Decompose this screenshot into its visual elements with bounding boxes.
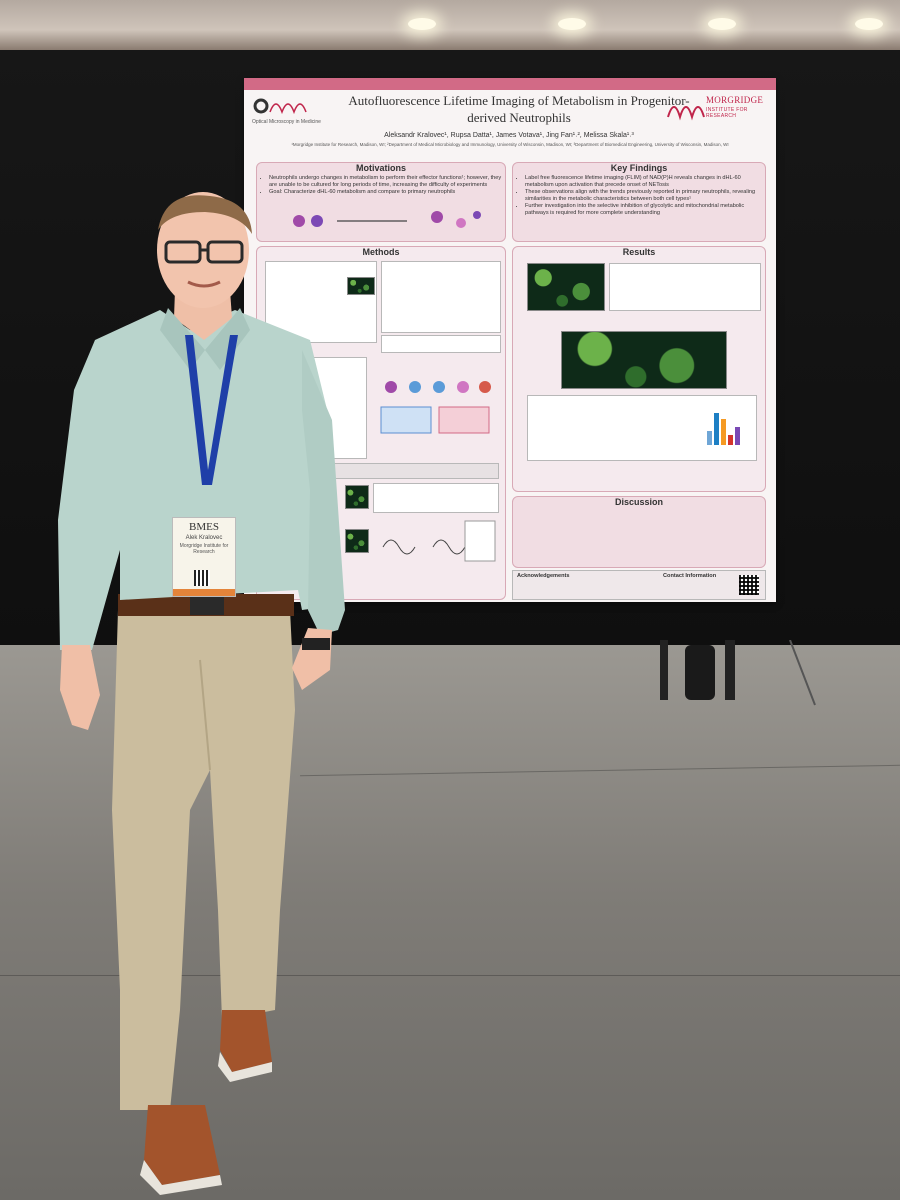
ceiling-light	[408, 18, 436, 30]
methods-decay-plot	[373, 483, 499, 513]
name-badge: BMES Alek Kralovec Morgridge Institute f…	[172, 517, 236, 597]
methods-heading: Methods	[362, 247, 400, 257]
key-findings-panel: Key Findings Label free fluorescence lif…	[512, 162, 766, 242]
poster-affiliations: ¹Morgridge Institute for Research, Madis…	[291, 142, 729, 147]
key-findings-heading: Key Findings	[610, 163, 668, 173]
glasses	[164, 240, 202, 264]
methods-cell-culture-diagram	[380, 381, 491, 434]
wristwatch	[302, 638, 330, 650]
key-finding-bullet: These observations align with the trends…	[525, 189, 765, 203]
right-shoe	[220, 1010, 272, 1072]
research-poster: Optical Microscopy in Medicine Autofluor…	[244, 78, 776, 602]
right-hand	[292, 628, 332, 690]
discussion-heading: Discussion	[614, 497, 663, 507]
acknowledgements-heading: Acknowledgements	[517, 573, 570, 579]
blue-lanyard	[185, 335, 238, 485]
motivations-bullet: Goal: Characterize dHL-60 metabolism and…	[269, 189, 505, 196]
badge-name: Alek Kralovec	[185, 535, 223, 541]
badge-qr-code	[194, 570, 210, 586]
khaki-pants	[112, 610, 295, 1110]
badge-stripe	[173, 589, 235, 596]
short-hair	[158, 195, 252, 234]
belt-buckle	[190, 595, 224, 615]
badge-org: BMES	[189, 521, 219, 533]
ceiling	[0, 0, 900, 50]
methods-inhibitors-table	[381, 335, 501, 353]
methods-activators-table	[381, 261, 501, 333]
results-figure1-images	[527, 263, 605, 311]
results-panel: Results	[512, 246, 766, 492]
motivations-panel: Motivations Neutrophils undergo changes …	[256, 162, 506, 242]
poster-qr-code	[739, 575, 759, 595]
ceiling-light	[708, 18, 736, 30]
left-shoe	[144, 1105, 220, 1185]
key-finding-bullet: Label free fluorescence lifetime imaging…	[525, 175, 765, 189]
floor-joint	[0, 975, 900, 976]
poster-title: Autofluorescence Lifetime Imaging of Met…	[348, 93, 690, 125]
acknowledgements-box: Acknowledgements Contact Information	[512, 570, 766, 600]
morgridge-logo	[667, 106, 705, 121]
methods-monitor-image	[347, 277, 375, 295]
methods-flim-image	[345, 529, 369, 553]
presenter-person	[58, 192, 345, 1195]
results-netosis-bar-chart	[707, 413, 740, 445]
results-heading: Results	[622, 247, 656, 257]
motivations-diagram	[293, 211, 481, 228]
results-figure1-plots	[609, 263, 761, 311]
key-finding-bullet: Further investigation into the selective…	[525, 203, 765, 217]
methods-workflow-box	[265, 261, 377, 343]
motivations-heading: Motivations	[355, 163, 406, 173]
results-figure2-image-grid	[561, 331, 727, 389]
poster-authors: Aleksandr Kralovec¹, Rupsa Datta¹, James…	[384, 132, 634, 139]
optical-microscopy-logo	[253, 98, 307, 115]
discussion-panel: Discussion	[512, 496, 766, 568]
poster-top-bar	[244, 78, 776, 90]
left-logo-text: Optical Microscopy in Medicine	[252, 119, 321, 125]
motivations-bullet: Neutrophils undergo changes in metabolis…	[269, 175, 505, 189]
poster-stand-base	[660, 640, 816, 706]
light-green-shirt	[58, 310, 340, 650]
methods-flim-image	[345, 485, 369, 509]
contact-heading: Contact Information	[663, 573, 717, 579]
left-hand	[60, 645, 100, 730]
ceiling-light	[855, 18, 883, 30]
ceiling-light	[558, 18, 586, 30]
right-logo-name: MORGRIDGE	[706, 95, 764, 105]
badge-affiliation: Morgridge Institute for Research	[179, 543, 229, 555]
right-logo-subtitle: INSTITUTE FOR RESEARCH	[706, 107, 748, 119]
methods-nadh-diagram	[382, 520, 496, 562]
